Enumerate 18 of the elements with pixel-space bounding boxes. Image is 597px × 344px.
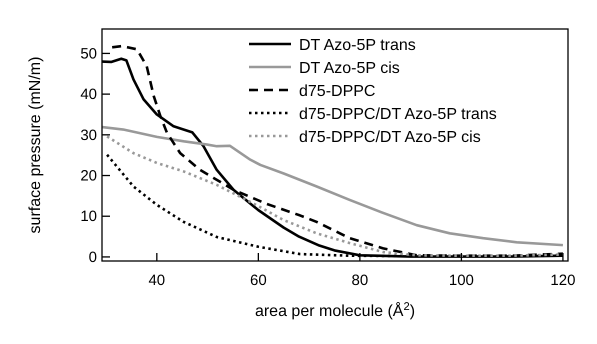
y-tick-label: 10 [80, 208, 97, 226]
legend-label: DT Azo-5P cis [299, 60, 400, 77]
x-tick-label: 120 [550, 272, 576, 289]
y-tick-label: 50 [80, 45, 97, 62]
legend-label: DT Azo-5P trans [299, 37, 416, 54]
y-tick-label: 30 [80, 126, 97, 144]
y-tick-label: 0 [88, 248, 97, 266]
legend-label: d75-DPPC/DT Azo-5P cis [299, 129, 481, 146]
legend-label: d75-DPPC/DT Azo-5P trans [299, 106, 497, 123]
y-axis-title: surface pressure (mN/m) [27, 56, 44, 234]
y-tick-label: 20 [80, 168, 97, 185]
x-tick-label: 60 [250, 272, 267, 289]
legend-label: d75-DPPC [299, 83, 376, 100]
y-tick-label: 40 [80, 86, 97, 104]
x-tick-label: 40 [148, 272, 166, 289]
x-tick-label: 80 [352, 272, 368, 289]
x-axis-title: area per molecule (Å$^{2}$) [254, 301, 416, 320]
x-tick-label: 100 [448, 272, 474, 289]
